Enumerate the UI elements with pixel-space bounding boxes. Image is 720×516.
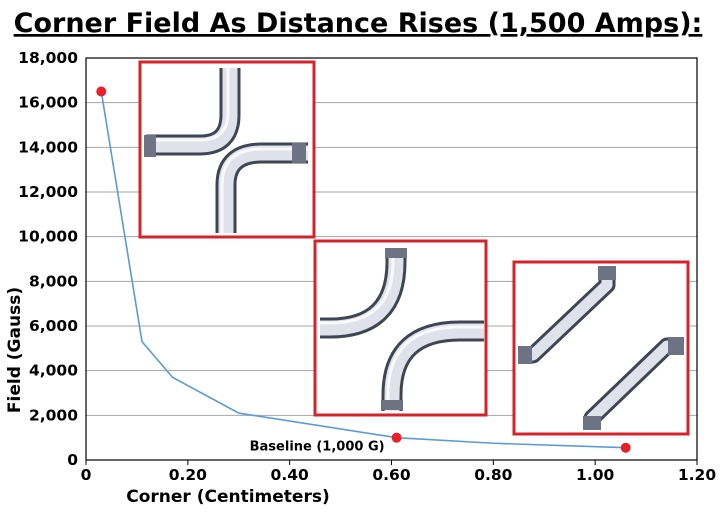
data-point-marker xyxy=(620,442,631,453)
data-point-marker xyxy=(391,432,402,443)
crossing-angled-pipes-far-icon xyxy=(518,266,684,430)
y-tick-label: 2,000 xyxy=(29,406,78,424)
x-tick-label: 0.40 xyxy=(271,466,309,484)
y-tick-label: 12,000 xyxy=(18,183,78,201)
crossing-curved-pipes-near-icon xyxy=(144,68,308,233)
y-tick-label: 18,000 xyxy=(18,49,78,67)
data-point-marker xyxy=(96,86,107,97)
y-tick-label: 16,000 xyxy=(18,94,78,112)
y-tick-label: 0 xyxy=(67,451,78,469)
crossing-curved-pipes-mid-icon xyxy=(320,248,484,411)
inset-near-pipes xyxy=(138,60,316,239)
x-tick-label: 0.60 xyxy=(372,466,410,484)
x-axis-title: Corner (Centimeters) xyxy=(126,487,329,507)
y-tick-label: 14,000 xyxy=(18,138,78,156)
inset-far-pipes xyxy=(512,260,690,436)
annotations: Baseline (1,000 G) xyxy=(250,440,385,455)
y-tick-label: 6,000 xyxy=(29,317,78,335)
highlight-points xyxy=(96,86,631,453)
y-tick-label: 8,000 xyxy=(29,272,78,290)
x-tick-label: 0.80 xyxy=(474,466,512,484)
x-tick-label: 0.20 xyxy=(169,466,207,484)
x-tick-label: 1.20 xyxy=(678,466,716,484)
axes: 0 2,000 4,000 6,000 8,000 10,000 12,000 14,000 1… xyxy=(18,49,716,484)
chart-title: Corner Field As Distance Rises (1,500 Am… xyxy=(14,8,703,39)
series-line xyxy=(100,91,626,449)
y-tick-label: 4,000 xyxy=(29,362,78,380)
plot-frame xyxy=(85,57,698,461)
y-tick-label: 10,000 xyxy=(18,228,78,246)
series xyxy=(100,91,626,449)
x-tick-label: 1.00 xyxy=(576,466,614,484)
inset-mid-pipes xyxy=(313,239,488,417)
x-tick-label: 0 xyxy=(81,466,92,484)
annotation-label: Baseline (1,000 G) xyxy=(250,440,385,455)
y-axis-title: Field (Gauss) xyxy=(5,287,25,413)
